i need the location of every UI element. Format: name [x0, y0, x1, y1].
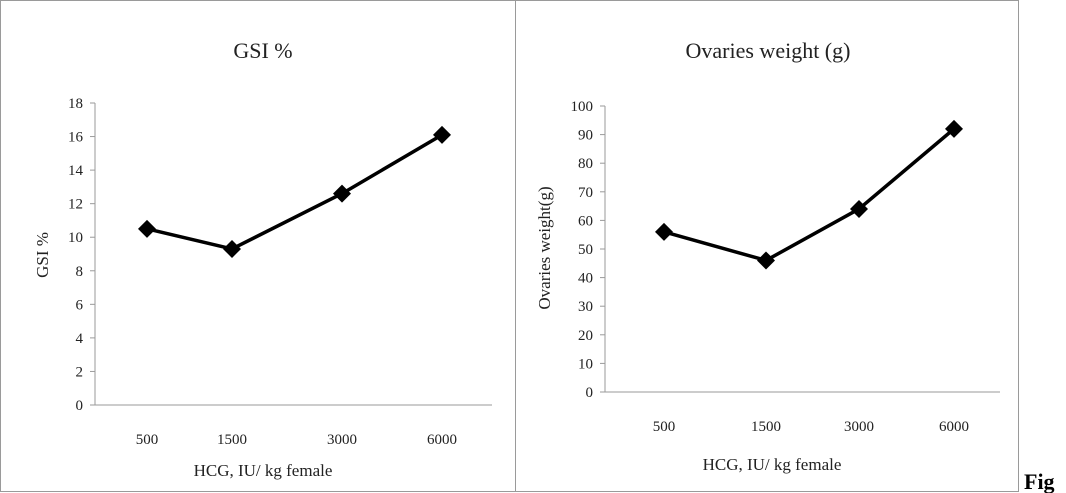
gsi-series-line — [146, 133, 443, 251]
gsi-y-tick-label: 2 — [76, 364, 84, 380]
ovaries-y-tick-label: 100 — [571, 99, 594, 115]
ovaries-series-line — [663, 127, 956, 263]
ovaries-y-tick-label: 10 — [578, 356, 593, 372]
ovaries-x-tick-label: 3000 — [844, 419, 874, 435]
gsi-x-tick-label: 1500 — [217, 432, 247, 448]
ovaries-tick-group: 0 10 20 30 40 50 60 70 80 90 100 500 1500 3000 6000 — [571, 99, 970, 435]
gsi-y-tick-label: 10 — [68, 230, 83, 246]
ovaries-x-tick-label: 6000 — [939, 419, 969, 435]
gsi-data-point — [333, 184, 351, 203]
gsi-y-tick-label: 6 — [76, 297, 84, 313]
ovaries-y-tick-label: 50 — [578, 242, 593, 258]
gsi-y-tick-label: 18 — [68, 96, 83, 112]
gsi-data-point — [138, 219, 156, 238]
gsi-y-tick-label: 0 — [76, 398, 84, 414]
figure-caption: Fig — [1024, 469, 1055, 493]
ovaries-data-point — [850, 199, 868, 218]
gsi-data-point — [433, 125, 451, 144]
gsi-data-point — [223, 239, 241, 258]
ovaries-data-point — [757, 251, 775, 270]
ovaries-y-tick-label: 30 — [578, 299, 593, 315]
ovaries-x-tick-label: 1500 — [751, 419, 781, 435]
ovaries-x-tick-label: 500 — [653, 419, 676, 435]
ovaries-y-tick-label: 20 — [578, 328, 593, 344]
gsi-y-tick-label: 4 — [76, 331, 84, 347]
ovaries-y-tick-label: 0 — [586, 385, 594, 401]
gsi-y-tick-label: 12 — [68, 197, 83, 213]
ovaries-chart-title: Ovaries weight (g) — [686, 38, 851, 63]
ovaries-y-tick-label: 40 — [578, 271, 593, 287]
gsi-plot-area — [138, 125, 451, 258]
gsi-chart-panel: GSI % HCG, IU/ kg female GSI % 0 2 4 6 8 10 12… — [0, 0, 516, 492]
ovaries-chart-panel: Ovaries weight (g) HCG, IU/ kg female Ov… — [515, 0, 1019, 492]
gsi-x-axis-title: HCG, IU/ kg female — [194, 461, 333, 480]
ovaries-y-axis-title: Ovaries weight(g) — [535, 186, 554, 309]
ovaries-data-point — [655, 222, 673, 241]
ovaries-y-tick-label: 80 — [578, 156, 593, 172]
gsi-x-tick-label: 500 — [136, 432, 159, 448]
gsi-x-tick-label: 3000 — [327, 432, 357, 448]
gsi-y-axis-title: GSI % — [33, 232, 52, 278]
gsi-y-tick-label: 8 — [76, 264, 84, 280]
ovaries-data-point — [945, 119, 963, 138]
ovaries-y-tick-label: 60 — [578, 213, 593, 229]
ovaries-y-tick-label: 90 — [578, 128, 593, 144]
gsi-tick-group: 0 2 4 6 8 10 12 14 16 18 500 1500 3000 6000 — [68, 96, 457, 448]
gsi-chart-title: GSI % — [233, 38, 292, 63]
gsi-y-tick-label: 14 — [68, 163, 84, 179]
ovaries-x-axis-title: HCG, IU/ kg female — [703, 455, 842, 474]
gsi-x-tick-label: 6000 — [427, 432, 457, 448]
gsi-y-tick-label: 16 — [68, 130, 84, 146]
ovaries-y-tick-label: 70 — [578, 185, 593, 201]
ovaries-plot-area — [655, 119, 963, 270]
